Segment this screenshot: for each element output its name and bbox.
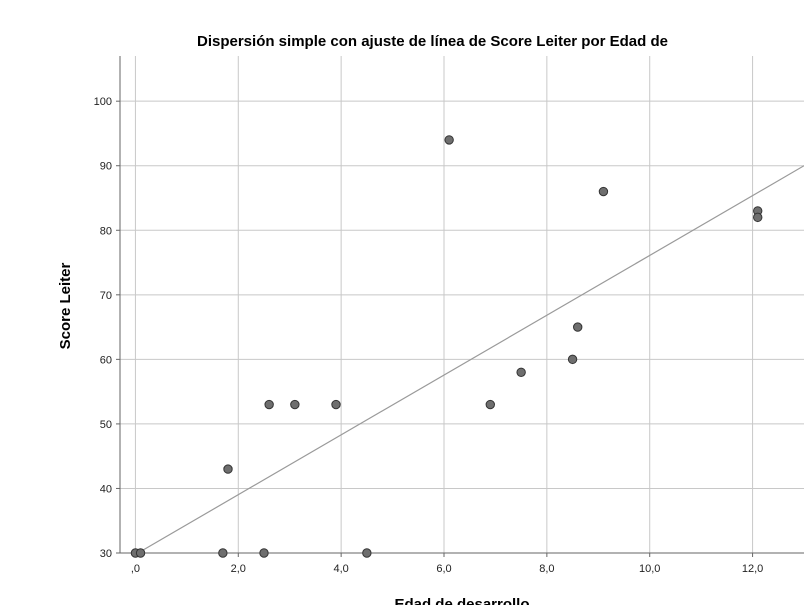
y-tick-label-5: 80: [100, 225, 112, 237]
data-point-4: [362, 548, 372, 558]
data-point-9: [444, 135, 454, 145]
x-tick-label-0: ,0: [131, 563, 140, 575]
data-point-10: [485, 399, 495, 410]
data-point-16: [753, 212, 763, 223]
y-tick-label-3: 60: [100, 354, 112, 366]
y-tick-label-7: 100: [94, 96, 112, 108]
fit-line: [137, 165, 804, 554]
x-tick-label-1: 2,0: [231, 563, 246, 575]
x-tick-label-3: 6,0: [436, 563, 451, 575]
data-points: [130, 135, 763, 558]
data-point-1: [135, 548, 146, 558]
y-tick-label-6: 90: [100, 161, 112, 173]
data-point-3: [259, 548, 269, 558]
y-tick-label-2: 50: [100, 419, 112, 431]
y-tick-label-4: 70: [100, 290, 112, 302]
data-point-2: [218, 548, 228, 558]
data-point-5: [223, 464, 233, 474]
x-tick-label-2: 4,0: [333, 563, 348, 575]
y-tick-label-0: 30: [100, 548, 112, 560]
data-point-14: [598, 186, 609, 197]
x-axis-label: Edad de desarrollo: [394, 596, 529, 605]
data-point-8: [331, 399, 341, 410]
x-tick-label-5: 10,0: [639, 563, 660, 575]
x-tick-label-6: 12,0: [742, 563, 763, 575]
x-axis-ticks: ,0 2,0 4,0 6,0 8,0 10,0 12,0: [131, 553, 763, 575]
fit-line-group: [137, 165, 804, 554]
axes: [119, 56, 804, 554]
data-point-12: [567, 354, 578, 365]
y-tick-label-1: 40: [100, 483, 112, 495]
data-point-11: [516, 367, 526, 377]
chart-title: Dispersión simple con ajuste de línea de…: [197, 33, 668, 50]
x-tick-label-4: 8,0: [539, 563, 554, 575]
data-point-13: [573, 322, 583, 332]
data-point-7: [290, 399, 300, 410]
y-axis-ticks: 30 40 50 60 70 80 90 100: [94, 96, 120, 560]
data-point-6: [264, 399, 274, 410]
grid-lines: [120, 56, 804, 554]
y-axis-label: Score Leiter: [57, 262, 74, 349]
